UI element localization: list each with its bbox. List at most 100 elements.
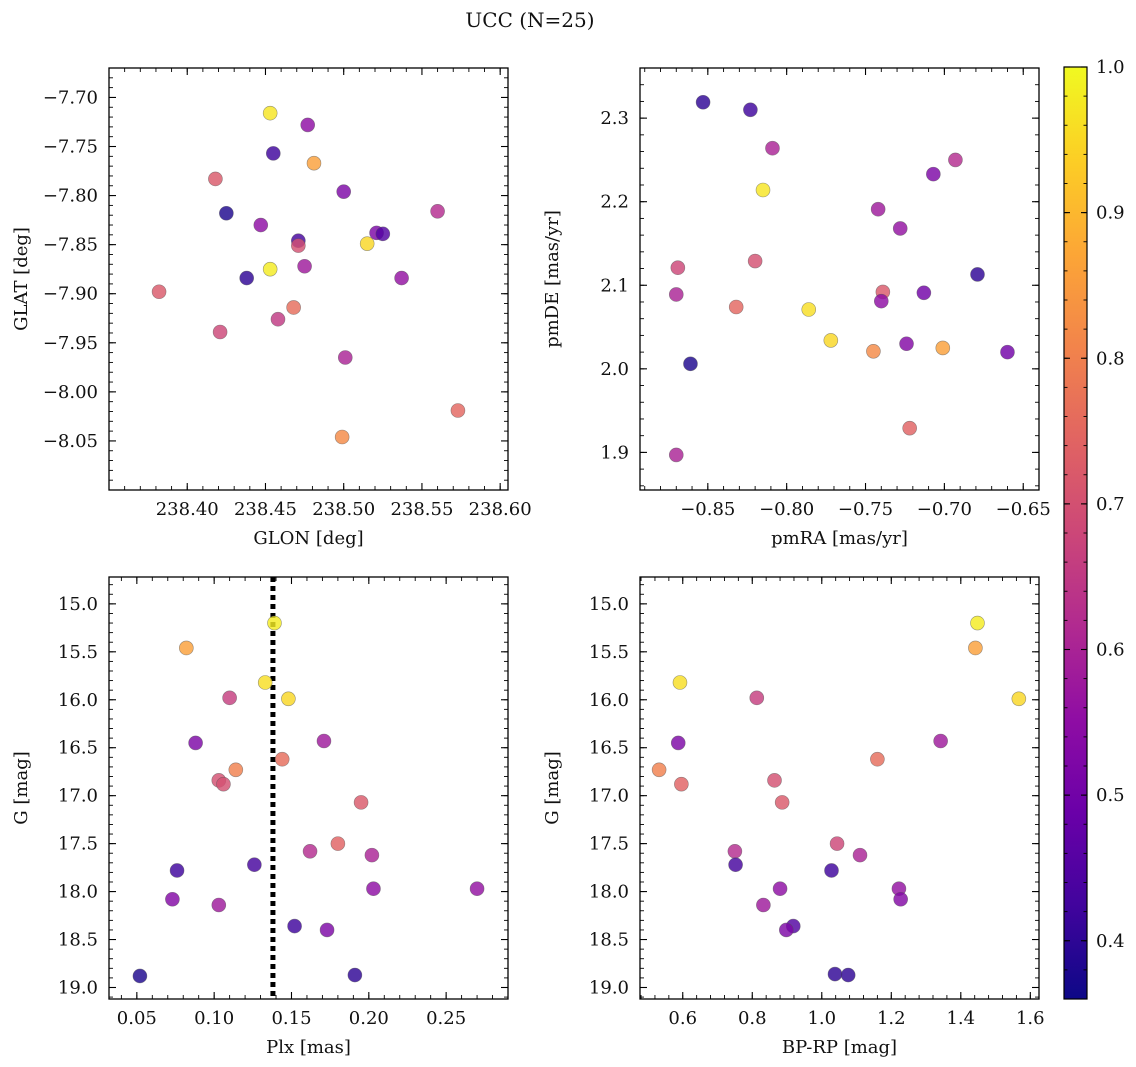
x-tick-label: −0.85: [680, 499, 735, 520]
scatter-point: [743, 102, 758, 118]
scatter-point: [747, 253, 763, 269]
x-tick-label: 0.6: [668, 1008, 697, 1029]
scatter-point: [132, 968, 148, 984]
colorbar-tick-label: 0.6: [1096, 640, 1125, 661]
scatter-point: [188, 735, 203, 751]
scatter-panel: 0.6 0.8 1.0 1.2 1.4 1.6 15.0 15.5 16.0 16.5 17.0 17…: [542, 576, 1045, 1058]
x-tick-label: 1.4: [946, 1008, 975, 1029]
scatter-point: [829, 836, 845, 851]
y-tick-label: −7.90: [43, 284, 98, 305]
scatter-point: [651, 762, 667, 778]
y-tick-label: 18.5: [589, 930, 629, 951]
scatter-point: [772, 881, 788, 897]
y-tick-label: −7.80: [43, 186, 98, 207]
scatter-point: [316, 733, 332, 749]
y-tick-label: −7.70: [43, 87, 98, 108]
scatter-point: [222, 690, 237, 706]
scatter-point: [827, 966, 843, 982]
scatter-point: [239, 270, 254, 286]
y-tick-label: 15.5: [589, 642, 629, 663]
data-points: [151, 105, 466, 445]
scatter-point: [728, 299, 744, 315]
y-tick-label: 1.9: [600, 442, 629, 463]
y-tick-label: 16.5: [589, 738, 629, 759]
scatter-point: [672, 675, 688, 690]
scatter-point: [353, 795, 369, 810]
axis-ticks: [640, 577, 1039, 999]
scatter-point: [364, 847, 380, 863]
data-points: [651, 615, 1027, 983]
scatter-point: [902, 420, 917, 436]
scatter-point: [469, 881, 485, 897]
scatter-point: [165, 891, 180, 907]
scatter-point: [893, 891, 908, 907]
scatter-point: [870, 201, 886, 217]
y-tick-label: 18.5: [58, 930, 98, 951]
scatter-point: [866, 343, 881, 359]
y-axis-label: pmDE [mas/yr]: [542, 210, 563, 348]
y-tick-label: 2.1: [600, 275, 629, 296]
y-tick-label: 17.0: [58, 786, 98, 807]
scatter-point: [262, 261, 278, 277]
scatter-point: [211, 897, 227, 913]
scatter-point: [892, 221, 908, 236]
y-tick-label: 19.0: [58, 977, 98, 998]
scatter-point: [727, 843, 743, 859]
scatter-point: [899, 336, 914, 352]
x-tick-label: 238.50: [312, 499, 375, 520]
scatter-point: [257, 675, 273, 690]
y-tick-label: −8.00: [43, 382, 98, 403]
figure-title: UCC (N=25): [465, 8, 594, 32]
scatter-point: [267, 615, 282, 631]
scatter-point: [1011, 691, 1027, 707]
scatter-point: [216, 776, 231, 792]
scatter-point: [347, 967, 363, 983]
scatter-point: [366, 881, 381, 897]
scatter-point: [670, 735, 686, 751]
x-tick-label: 1.0: [807, 1008, 836, 1029]
scatter-point: [262, 105, 278, 121]
plot-frame: [639, 576, 1040, 1000]
y-tick-label: 16.5: [58, 738, 98, 759]
y-tick-label: 18.0: [58, 882, 98, 903]
scatter-point: [668, 447, 684, 463]
scatter-point: [840, 967, 856, 983]
scatter-point: [670, 260, 686, 276]
scatter-point: [212, 324, 228, 340]
x-tick-label: 0.8: [738, 1008, 767, 1029]
scatter-point: [968, 640, 983, 656]
y-tick-label: 16.0: [589, 690, 629, 711]
x-tick-label: 0.20: [349, 1008, 389, 1029]
scatter-point: [297, 258, 312, 274]
scatter-point: [291, 238, 306, 253]
scatter-point: [287, 918, 302, 934]
data-points: [132, 615, 485, 984]
x-tick-label: 1.2: [877, 1008, 906, 1029]
x-tick-label: 238.45: [234, 499, 297, 520]
y-axis-label: GLAT [deg]: [11, 227, 32, 331]
scatter-panel: 0.05 0.10 0.15 0.20 0.25 15.0 15.5 16.0 16.5 17.0…: [11, 576, 509, 1058]
scatter-point: [450, 403, 466, 418]
x-tick-label: 0.10: [194, 1008, 234, 1029]
data-points: [668, 94, 1015, 463]
y-tick-label: 2.3: [600, 108, 629, 129]
scatter-point: [253, 217, 269, 233]
scatter-panel: −0.85 −0.80 −0.75 −0.70 −0.65 1.9 2.0 2.1 2.2 2.3…: [542, 67, 1051, 549]
scatter-point: [668, 287, 684, 302]
y-tick-label: 18.0: [589, 882, 629, 903]
y-tick-label: 16.0: [58, 690, 98, 711]
y-tick-label: 17.0: [589, 786, 629, 807]
y-tick-label: 15.0: [589, 594, 629, 615]
y-tick-label: −7.85: [43, 235, 98, 256]
y-axis-label: G [mag]: [542, 751, 563, 824]
scatter-point: [281, 691, 296, 707]
scatter-point: [755, 182, 771, 198]
colorbar-tick-label: 0.7: [1096, 494, 1125, 515]
scatter-point: [302, 843, 318, 859]
scatter-point: [336, 184, 352, 199]
scatter-point: [359, 236, 375, 251]
scatter-point: [228, 762, 244, 778]
scatter-point: [306, 155, 322, 171]
scatter-point: [948, 152, 963, 168]
